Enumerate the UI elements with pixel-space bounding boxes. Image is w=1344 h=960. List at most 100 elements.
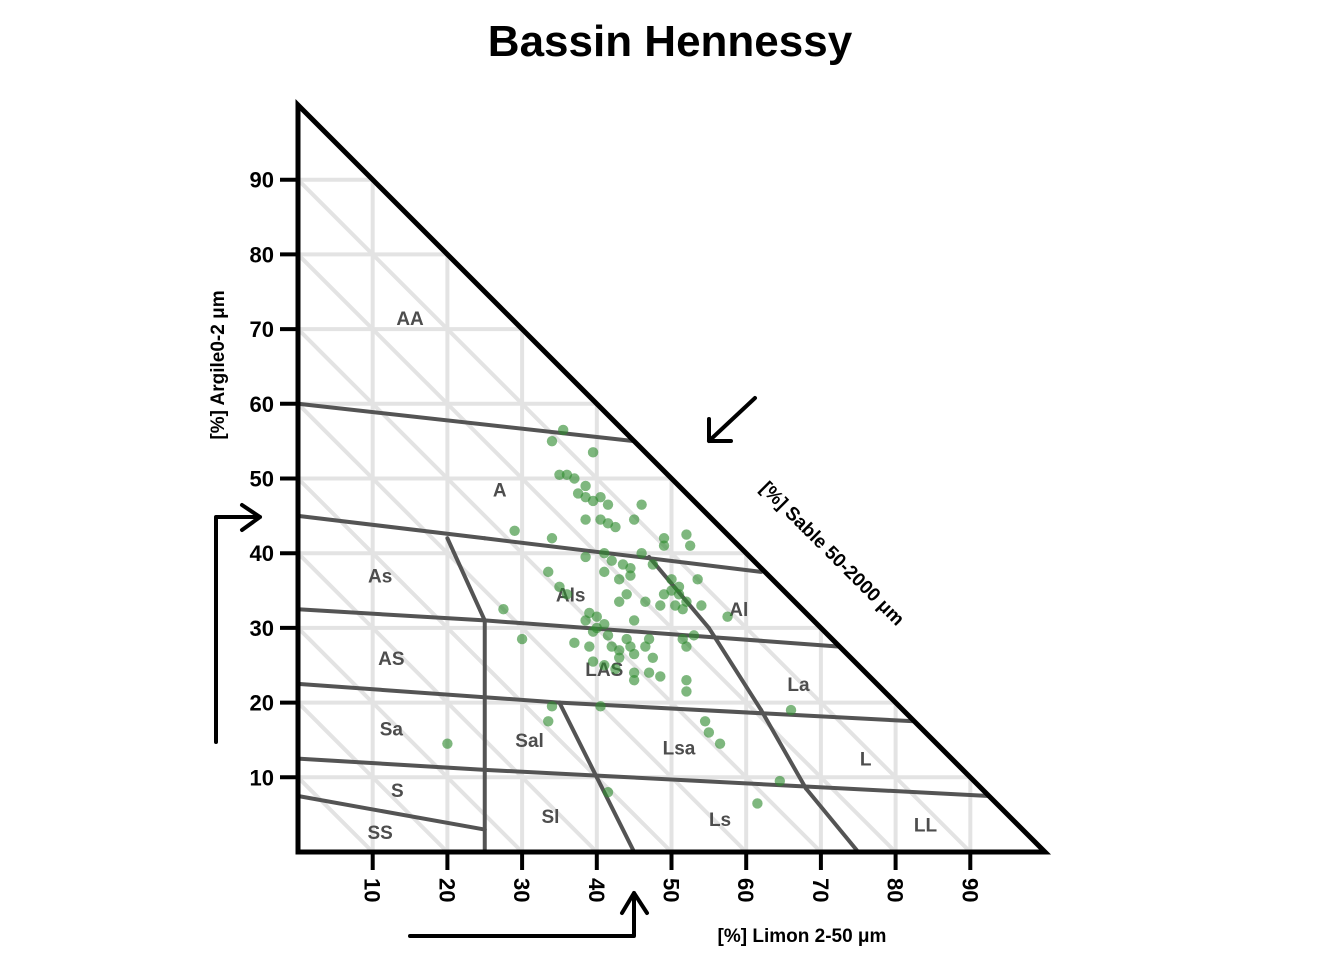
- silt-tick-label-50: 50: [659, 878, 684, 902]
- data-point-84: [628, 674, 640, 686]
- data-point-92: [714, 738, 726, 749]
- data-point-74: [614, 652, 625, 663]
- class-boundary-16: [706, 625, 764, 713]
- data-point-20: [546, 533, 558, 544]
- class-boundary-3: [482, 536, 764, 574]
- class-boundary-4: [296, 607, 487, 623]
- data-point-88: [785, 704, 797, 716]
- data-point-65: [688, 630, 700, 641]
- class-label-Sal: Sal: [515, 731, 544, 752]
- data-point-18: [628, 514, 640, 525]
- data-point-93: [442, 738, 453, 749]
- axis-direction-arrows: [214, 396, 757, 938]
- data-point-95: [602, 787, 614, 798]
- data-point-11: [595, 491, 606, 503]
- sand-axis-label: [%] Sable 50-2000 μm: [756, 478, 908, 630]
- class-label-AA: AA: [396, 309, 424, 330]
- class-boundary-2: [296, 513, 487, 541]
- data-point-58: [628, 615, 640, 626]
- data-point-36: [666, 574, 677, 585]
- class-label-La: La: [787, 675, 810, 696]
- data-point-30: [625, 562, 636, 574]
- class-label-Lsa: Lsa: [663, 738, 696, 759]
- data-point-51: [696, 600, 707, 611]
- data-point-31: [599, 566, 610, 578]
- class-boundaries: [296, 401, 991, 854]
- data-point-6: [569, 473, 580, 484]
- class-label-L: L: [860, 750, 872, 771]
- data-point-4: [554, 469, 565, 480]
- data-point-44: [673, 589, 685, 600]
- class-label-Sa: Sa: [380, 720, 404, 741]
- class-label-As: As: [368, 567, 392, 588]
- data-point-55: [591, 611, 602, 622]
- grid-line-sand-60: [296, 551, 599, 854]
- data-point-72: [640, 641, 651, 652]
- silt-tick-label-80: 80: [883, 878, 908, 902]
- data-point-7: [580, 480, 591, 492]
- clay-tick-label-90: 90: [250, 168, 274, 193]
- data-point-3: [587, 447, 599, 458]
- data-point-52: [722, 611, 733, 622]
- grid-line-sand-90: [296, 775, 375, 854]
- data-point-82: [655, 671, 666, 682]
- data-point-1: [557, 424, 569, 436]
- silt-tick-label-30: 30: [509, 878, 534, 902]
- class-boundary-17: [759, 708, 808, 791]
- class-boundary-14: [594, 775, 637, 854]
- data-point-80: [628, 667, 640, 678]
- data-point-94: [774, 775, 786, 787]
- silt-direction-arrow: [408, 891, 649, 938]
- data-point-53: [498, 604, 509, 615]
- clay-axis-label: [%] Argile0-2 μm: [208, 290, 229, 439]
- data-point-17: [610, 521, 621, 533]
- class-label-Al: Al: [729, 600, 748, 621]
- data-point-33: [543, 566, 554, 578]
- data-point-89: [543, 716, 554, 727]
- class-label-LL: LL: [914, 815, 938, 836]
- class-boundary-9: [482, 767, 991, 798]
- silt-tick-label-90: 90: [957, 878, 982, 902]
- data-point-83: [681, 674, 692, 686]
- clay-tick-label-50: 50: [250, 467, 274, 492]
- clay-tick-label-10: 10: [250, 765, 274, 790]
- data-point-56: [580, 615, 591, 626]
- data-point-24: [684, 540, 696, 551]
- sand-direction-arrow: [707, 396, 757, 443]
- data-point-22: [658, 533, 670, 544]
- data-point-27: [606, 555, 617, 566]
- data-point-38: [692, 574, 703, 585]
- data-point-19: [509, 525, 520, 536]
- class-boundary-13: [557, 700, 599, 780]
- data-point-32: [647, 559, 659, 570]
- data-point-87: [595, 701, 606, 712]
- data-points: [442, 424, 797, 809]
- class-label-SS: SS: [367, 823, 392, 844]
- data-point-67: [569, 637, 580, 649]
- data-point-90: [699, 716, 711, 727]
- class-boundary-7: [557, 700, 917, 724]
- class-boundary-1: [296, 401, 637, 444]
- data-point-75: [628, 648, 640, 660]
- clay-tick-label-60: 60: [250, 392, 274, 417]
- data-point-85: [681, 686, 692, 697]
- class-label-Sl: Sl: [542, 807, 560, 828]
- grid-line-sand-80: [296, 701, 449, 854]
- class-boundary-8: [296, 756, 487, 772]
- class-boundary-18: [803, 786, 861, 854]
- clay-direction-arrow: [214, 503, 262, 744]
- data-point-60: [587, 626, 599, 637]
- data-point-73: [681, 641, 692, 652]
- class-label-A: A: [493, 481, 507, 502]
- data-point-34: [614, 574, 625, 585]
- clay-tick-label-40: 40: [250, 541, 274, 566]
- data-point-28: [580, 551, 591, 563]
- data-point-14: [580, 514, 591, 525]
- grid: [296, 177, 973, 854]
- class-label-AS: AS: [378, 649, 404, 670]
- silt-tick-label-10: 10: [360, 878, 385, 902]
- clay-tick-label-30: 30: [250, 616, 274, 641]
- class-label-Ls: Ls: [709, 810, 731, 831]
- data-point-77: [587, 656, 599, 667]
